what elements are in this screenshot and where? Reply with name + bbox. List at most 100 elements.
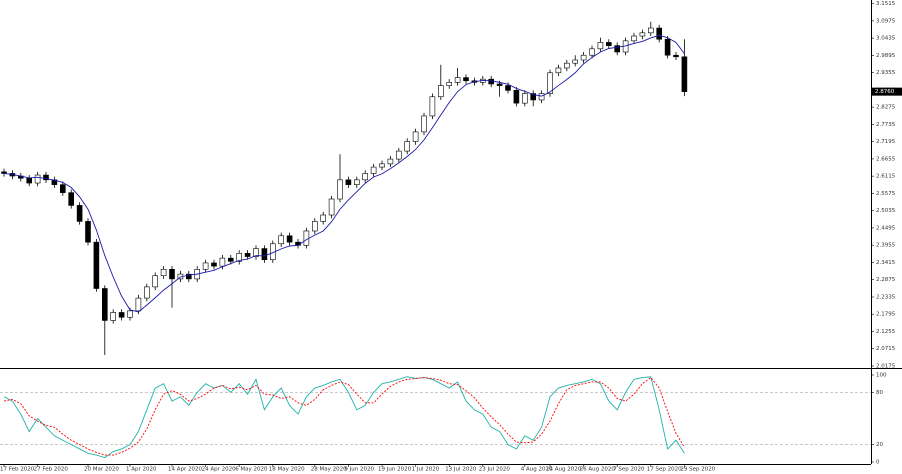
y-tick-label: 2.3415 <box>876 260 896 266</box>
x-tick-label: 20 Mar 2020 <box>84 467 119 473</box>
candle-body <box>34 174 41 184</box>
y-tick-label: 100 <box>876 373 887 379</box>
y-tick-label: 2.7195 <box>876 139 896 145</box>
candle-body <box>127 310 133 318</box>
candle-body <box>521 93 528 104</box>
candle-body <box>614 45 621 53</box>
x-tick-label: 6 May 2020 <box>235 467 268 473</box>
candle-body <box>446 82 453 86</box>
candle-body <box>673 54 679 58</box>
candle-body <box>404 141 411 152</box>
y-tick-label: 2.0715 <box>876 346 896 352</box>
y-tick-label: 2.3955 <box>876 243 896 249</box>
candle-body <box>589 48 595 56</box>
candle-body <box>353 179 360 185</box>
candle-body <box>555 67 562 74</box>
y-tick-label: 2.2875 <box>876 277 896 283</box>
candle-body <box>68 192 74 206</box>
x-tick-label: 19 Jun 2020 <box>378 467 412 473</box>
candle-body <box>311 221 318 232</box>
candle-body <box>320 214 327 222</box>
candle-body <box>639 32 646 37</box>
x-tick-label: 9 Jun 2020 <box>344 467 374 473</box>
y-tick-label: 2.8275 <box>876 105 896 111</box>
candle-body <box>85 221 91 243</box>
x-tick-label: 7 Sep 2020 <box>613 467 645 473</box>
candle-body <box>236 253 242 262</box>
candle-body <box>278 235 285 245</box>
candle-body <box>488 78 495 85</box>
x-tick-label: 24 Apr 2020 <box>202 467 237 473</box>
y-tick-label: 2.4495 <box>876 225 896 231</box>
y-tick-label: 20 <box>876 442 883 448</box>
candle-body <box>59 184 66 193</box>
candle-body <box>144 286 150 299</box>
candle-body <box>93 241 100 289</box>
candle-body <box>580 54 587 61</box>
candle-body <box>530 93 537 101</box>
last-price-label: 2.8760 <box>875 89 895 95</box>
y-tick-label: 2.1795 <box>876 312 896 318</box>
candle-body <box>202 262 209 270</box>
candle-body <box>656 27 663 40</box>
x-tick-label: 4 Aug 2020 <box>521 467 553 473</box>
moving-average <box>3 34 685 313</box>
x-tick-label: 18 May 2020 <box>269 467 305 473</box>
candle-body <box>253 248 259 257</box>
x-tick-label: 28 May 2020 <box>311 467 347 473</box>
x-tick-label: 1 Jul 2020 <box>412 467 440 473</box>
candle-body <box>605 42 612 46</box>
candle-body <box>379 163 385 168</box>
y-tick-label: 2.5035 <box>876 208 896 214</box>
x-tick-label: 14 Apr 2020 <box>168 467 203 473</box>
x-tick-label: 29 Sep 2020 <box>680 467 715 473</box>
candle-body <box>370 166 377 174</box>
candle-body <box>395 150 402 160</box>
y-tick-label: 3.0975 <box>876 18 896 24</box>
candle-body <box>345 179 352 185</box>
candle-body <box>597 42 604 50</box>
candle-body <box>547 72 553 94</box>
y-tick-label: 3.1515 <box>876 1 896 7</box>
candle-body <box>261 248 268 261</box>
candle-body <box>76 205 83 222</box>
candle-body <box>538 93 545 101</box>
candle-body <box>286 235 293 243</box>
y-tick-label: 80 <box>876 390 883 396</box>
candle-body <box>135 297 142 312</box>
x-tick-label: 17 Feb 2020 <box>0 467 35 473</box>
y-tick-label: 2.1255 <box>876 329 896 335</box>
candle-body <box>505 85 511 91</box>
candle-body <box>328 198 335 216</box>
y-tick-label: 0 <box>876 460 880 466</box>
candle-body <box>102 288 108 321</box>
y-tick-label: 2.9895 <box>876 53 896 59</box>
x-tick-label: 27 Feb 2020 <box>34 467 69 473</box>
x-tick-label: 1 Apr 2020 <box>126 467 157 473</box>
candle-body <box>152 275 158 288</box>
x-tick-label: 13 Jul 2020 <box>445 467 477 473</box>
candle-body <box>572 59 579 64</box>
candle-body <box>110 312 116 321</box>
candle-body <box>337 179 343 200</box>
candle-body <box>186 273 192 280</box>
x-tick-label: 17 Sep 2020 <box>647 467 682 473</box>
candle-body <box>681 56 688 92</box>
candle-body <box>454 77 461 83</box>
y-tick-label: 3.0435 <box>876 36 896 42</box>
candle-body <box>160 269 167 277</box>
candle-body <box>437 85 444 98</box>
candle-body <box>563 62 570 69</box>
candle-body <box>496 83 503 86</box>
candle-body <box>118 312 125 318</box>
candle-body <box>219 257 226 267</box>
candle-body <box>362 173 369 181</box>
last-price-box <box>872 87 902 96</box>
y-tick-label: 2.0175 <box>876 364 896 370</box>
y-tick-label: 2.6655 <box>876 156 896 162</box>
candle-body <box>26 177 33 184</box>
candle-body <box>647 27 654 34</box>
y-tick-label: 2.9355 <box>876 70 896 76</box>
